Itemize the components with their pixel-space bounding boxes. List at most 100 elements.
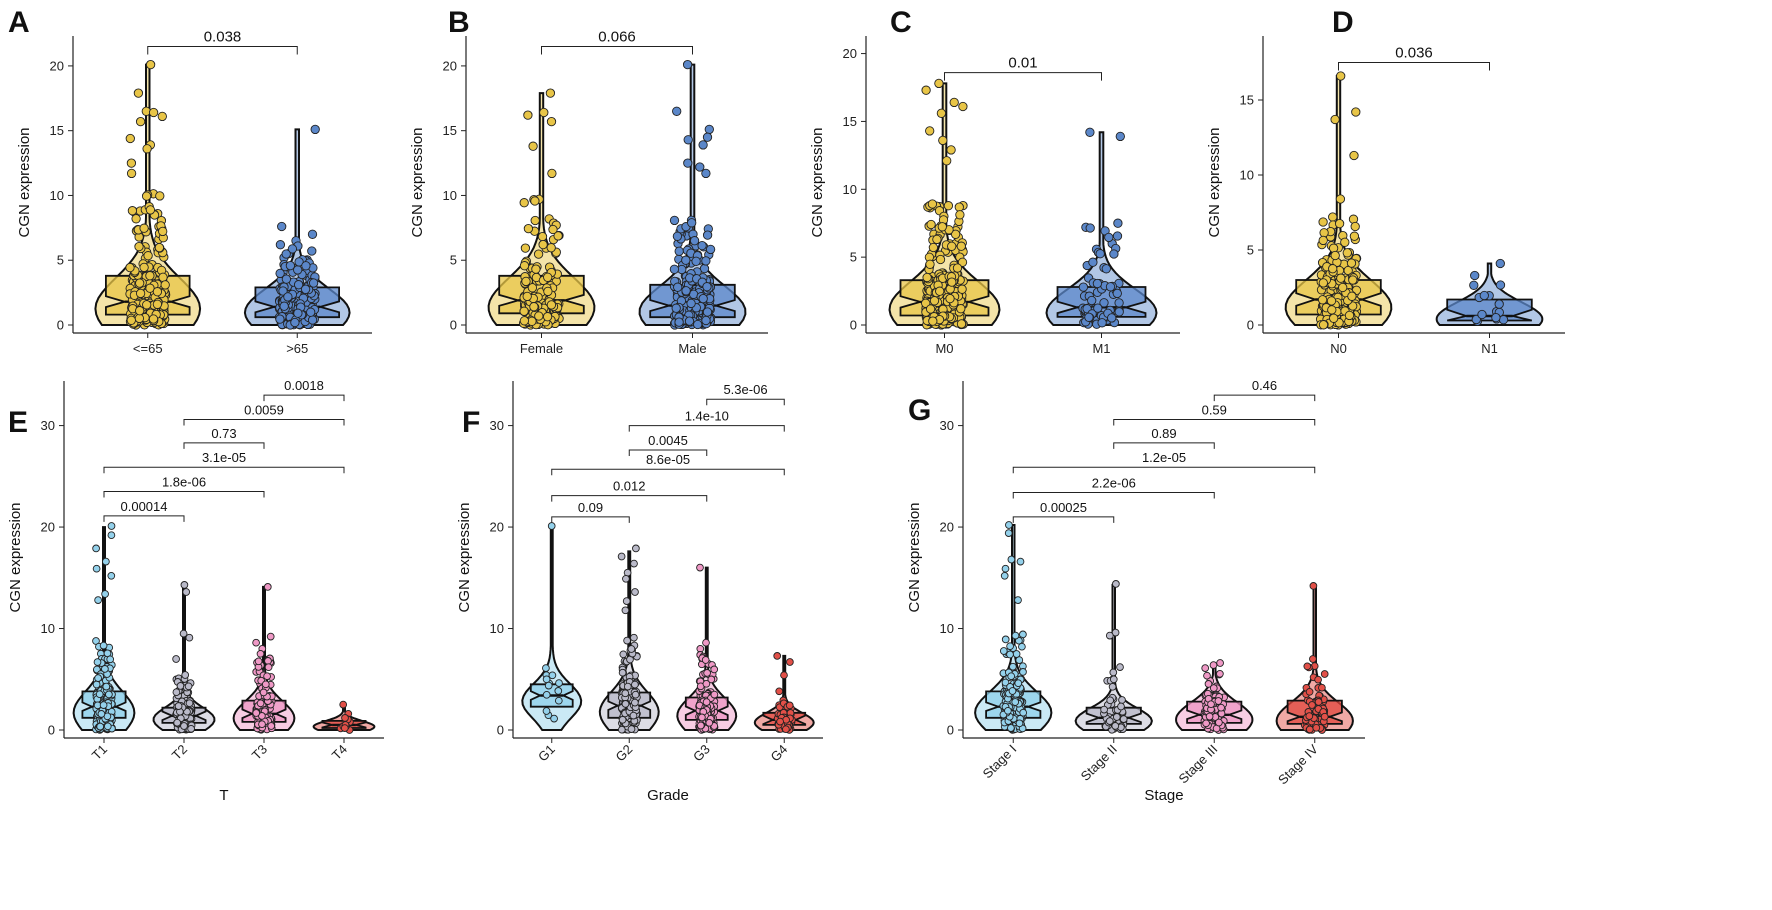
data-point-65 — [145, 59, 156, 70]
data-point-stage-iii — [1203, 671, 1211, 680]
data-point-65 — [154, 242, 165, 253]
data-point-female — [520, 243, 531, 253]
data-point-male — [674, 317, 684, 327]
data-point-male — [705, 244, 716, 255]
data-point-65 — [281, 249, 291, 259]
data-point-65 — [279, 301, 289, 311]
data-point-stage-i — [1007, 555, 1016, 564]
data-point-65 — [145, 283, 155, 293]
data-point-t1 — [93, 658, 102, 666]
data-point-female — [538, 239, 548, 250]
data-point-t1 — [103, 722, 112, 731]
significance-bracket — [103, 466, 345, 474]
data-point-t3 — [267, 722, 276, 730]
p-value-label: 0.73 — [211, 426, 236, 441]
data-point-g3 — [698, 713, 706, 722]
data-point-65 — [135, 306, 145, 316]
data-point-65 — [134, 241, 144, 252]
data-point-65 — [126, 168, 137, 179]
data-point-g2 — [621, 700, 630, 708]
data-point-stage-iii — [1216, 669, 1224, 678]
data-point-65 — [275, 240, 286, 250]
data-point-m1 — [1087, 295, 1097, 306]
data-point-65 — [293, 265, 303, 275]
data-point-m0 — [938, 135, 948, 146]
x-axis-title: Stage — [1144, 787, 1183, 804]
data-point-g1 — [550, 714, 558, 723]
data-point-stage-iv — [1308, 701, 1316, 709]
x-tick-label-g1: G1 — [535, 742, 558, 765]
p-value-label: 1.8e-06 — [162, 475, 206, 490]
significance-bracket — [1012, 516, 1115, 523]
y-axis-title: CGN expression — [906, 502, 923, 612]
data-point-stage-i — [1011, 698, 1020, 706]
data-point-m0 — [946, 145, 956, 155]
y-axis-title: CGN expression — [1206, 127, 1223, 237]
data-point-n1 — [1469, 280, 1479, 290]
data-point-stage-ii — [1112, 580, 1120, 588]
data-point-stage-ii — [1116, 663, 1124, 671]
panel-letter-a: A — [8, 6, 30, 39]
x-axis-title: T — [219, 787, 228, 804]
data-point-stage-i — [1008, 687, 1017, 695]
data-point-male — [698, 293, 708, 304]
data-point-65 — [293, 308, 303, 318]
data-point-n1 — [1477, 309, 1487, 320]
data-point-65 — [126, 315, 136, 325]
data-point-m1 — [1099, 298, 1109, 308]
data-point-m0 — [942, 156, 952, 166]
data-point-male — [701, 256, 711, 266]
data-point-n0 — [1347, 291, 1357, 301]
data-point-t1 — [107, 571, 116, 580]
data-point-g2 — [623, 636, 631, 645]
p-value-label: 0.00025 — [1040, 500, 1087, 515]
data-point-65 — [300, 284, 311, 294]
data-point-65 — [285, 260, 296, 271]
data-point-65 — [275, 314, 285, 324]
data-point-g2 — [631, 698, 639, 707]
y-tick-label: 10 — [490, 621, 504, 636]
p-value-label: 0.036 — [1395, 45, 1433, 62]
data-point-65 — [145, 271, 155, 281]
y-tick-label: 0 — [947, 723, 954, 738]
y-tick-label: 0 — [450, 318, 457, 333]
data-point-g3 — [702, 679, 711, 688]
panel-letter-d: D — [1332, 6, 1354, 39]
data-point-g2 — [631, 680, 639, 689]
significance-bracket — [147, 45, 298, 55]
data-point-t1 — [102, 557, 110, 566]
data-point-m0 — [956, 304, 966, 314]
data-point-g2 — [627, 725, 636, 733]
p-value-label: 2.2e-06 — [1092, 476, 1136, 491]
panel-letter-c: C — [890, 6, 912, 39]
x-tick-label-stage-iii: Stage III — [1176, 742, 1221, 787]
data-point-g2 — [632, 544, 640, 553]
data-point-stage-iv — [1309, 655, 1317, 663]
y-tick-label: 0 — [57, 318, 64, 333]
data-point-t1 — [101, 590, 109, 598]
data-point-g1 — [555, 679, 563, 687]
data-point-stage-i — [1015, 719, 1024, 728]
p-value-label: 0.038 — [204, 28, 242, 45]
data-point-m0 — [935, 286, 945, 296]
significance-bracket — [103, 515, 185, 522]
data-point-stage-ii — [1111, 722, 1120, 730]
data-point-stage-i — [1018, 642, 1026, 651]
data-point-male — [672, 106, 682, 116]
data-point-65 — [135, 116, 146, 127]
data-point-m0 — [932, 234, 942, 245]
data-point-g2 — [630, 633, 638, 642]
data-point-n1 — [1498, 315, 1509, 325]
p-value-label: 0.59 — [1202, 403, 1227, 418]
data-point-male — [669, 215, 680, 226]
data-point-65 — [281, 274, 292, 284]
data-point-t2 — [179, 629, 188, 638]
data-point-g4 — [785, 701, 794, 710]
y-tick-label: 15 — [843, 114, 857, 129]
data-point-female — [545, 88, 556, 98]
data-point-female — [519, 198, 529, 208]
data-point-m1 — [1085, 127, 1095, 137]
data-point-t4 — [341, 714, 349, 722]
data-point-m0 — [929, 296, 940, 306]
x-tick-label-n0: N0 — [1330, 341, 1347, 356]
